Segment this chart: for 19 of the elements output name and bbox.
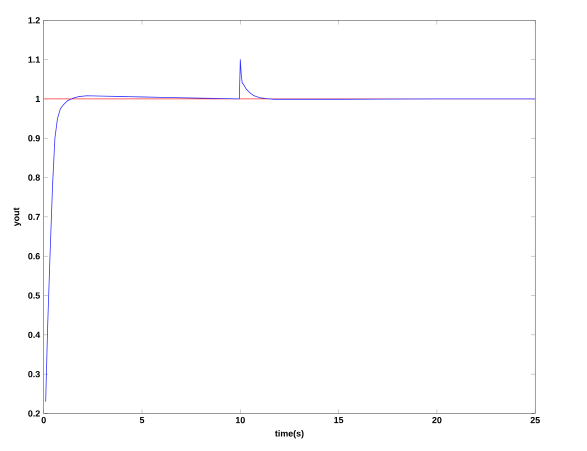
x-tick-label: 15 [334,417,344,424]
x-tick-label: 0 [42,417,46,424]
x-tick-label: 20 [432,417,442,424]
y-tick-label: 0.2 [28,410,40,417]
x-tick-label: 5 [140,417,144,424]
y-tick-label: 1 [36,96,40,102]
y-tick-label: 0.8 [28,174,40,181]
y-tick-label: 0.4 [28,332,40,338]
y-axis-title: yout [13,208,22,226]
y-tick-label: 0.3 [28,371,40,378]
y-tick-label: 0.5 [28,292,40,299]
y-tick-label: 1.2 [28,17,40,24]
y-tick-label: 1.1 [28,56,40,63]
x-tick-label: 25 [530,417,540,424]
y-tick-label: 0.6 [28,253,40,260]
y-tick-label: 0.9 [28,135,40,142]
x-tick-label: 10 [236,417,245,424]
x-axis-title: time(s) [275,430,304,438]
y-tick-label: 0.7 [28,214,40,220]
